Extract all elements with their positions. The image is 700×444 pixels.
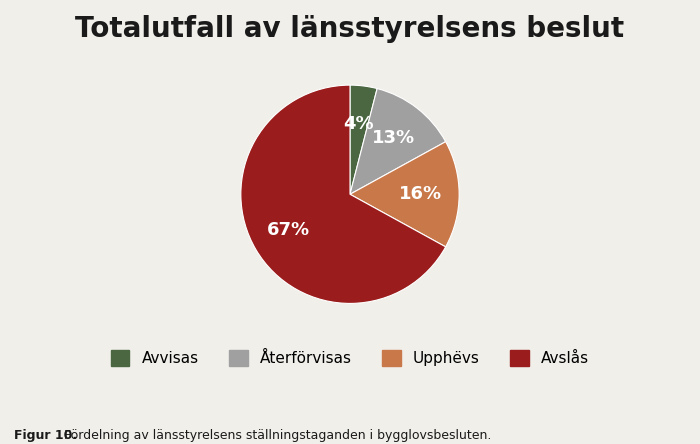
Wedge shape	[350, 142, 459, 247]
Wedge shape	[350, 88, 446, 194]
Wedge shape	[241, 85, 446, 303]
Text: 4%: 4%	[344, 115, 374, 133]
Text: 16%: 16%	[400, 185, 442, 203]
Wedge shape	[350, 85, 377, 194]
Text: 13%: 13%	[372, 129, 415, 147]
Title: Totalutfall av länsstyrelsens beslut: Totalutfall av länsstyrelsens beslut	[76, 15, 624, 43]
Text: Fördelning av länsstyrelsens ställningstaganden i bygglovsbesluten.: Fördelning av länsstyrelsens ställningst…	[60, 429, 491, 442]
Legend: Avvisas, Återförvisas, Upphëvs, Avslås: Avvisas, Återförvisas, Upphëvs, Avslås	[105, 344, 595, 372]
Text: Figur 10.: Figur 10.	[14, 429, 77, 442]
Text: 67%: 67%	[267, 222, 311, 239]
